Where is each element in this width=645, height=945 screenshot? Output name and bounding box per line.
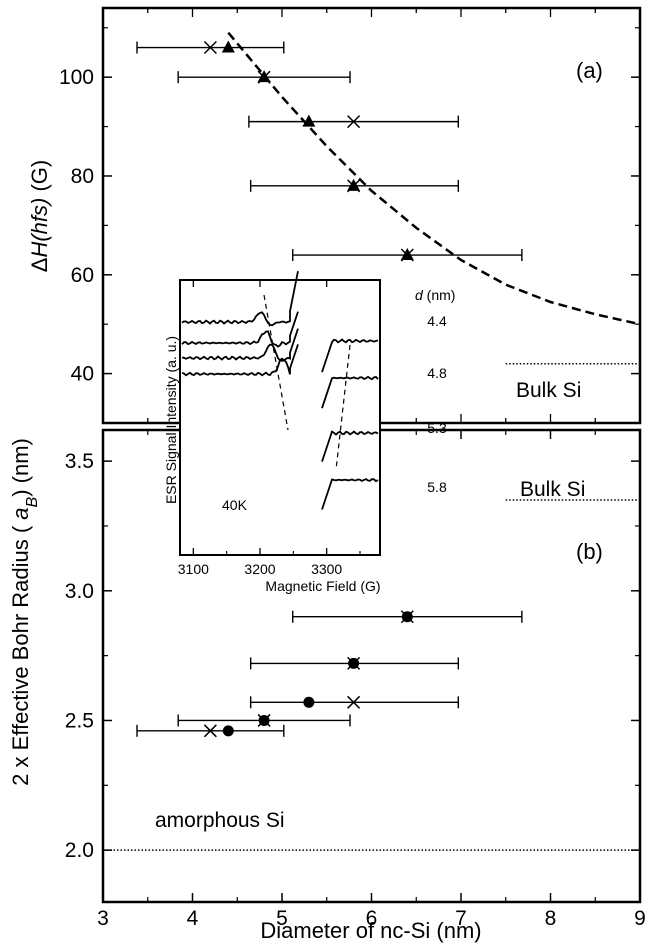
axes: 3 4 5 6 7 8 9 40 60 80 100 2.0 2.5 3.0 3.5 bbox=[59, 8, 645, 930]
bulk-si-label-b: Bulk Si bbox=[520, 478, 585, 501]
b-y-tick-label: 3.0 bbox=[65, 580, 94, 603]
inset-guide-left bbox=[263, 294, 289, 431]
b-cross-point bbox=[203, 724, 217, 738]
a-cross-point bbox=[257, 70, 271, 84]
a-cross-point bbox=[203, 40, 217, 55]
x-tick-label: 3 bbox=[97, 907, 109, 930]
inset-x-tick-label: 3300 bbox=[311, 561, 342, 577]
inset: 3100 3200 3300 4.4 4.8 5.3 5.8 d (nm) 40K Magn… bbox=[163, 271, 455, 594]
inset-x-tick-label: 3100 bbox=[178, 561, 209, 577]
x-tick-label: 9 bbox=[634, 907, 645, 930]
x-tick-label: 8 bbox=[545, 907, 557, 930]
inset-spectrum-right bbox=[321, 338, 379, 373]
x-tick-label: 5 bbox=[276, 907, 288, 930]
data-points bbox=[136, 40, 523, 738]
inset-guide-right bbox=[335, 344, 351, 471]
inset-spectrum-label: 4.4 bbox=[427, 313, 447, 329]
inset-temperature: 40K bbox=[222, 497, 248, 513]
a-y-tick-label: 60 bbox=[71, 264, 94, 287]
ylabel-b: 2 x Effective Bohr Radius ( aB) (nm) bbox=[8, 438, 41, 786]
a-y-tick-label: 40 bbox=[71, 363, 94, 386]
b-cross-point bbox=[257, 713, 271, 727]
a-triangle-point bbox=[221, 40, 235, 53]
inset-legend-title: d (nm) bbox=[415, 287, 455, 303]
inset-spectrum-right bbox=[321, 478, 379, 510]
a-triangle-point bbox=[302, 114, 316, 127]
a-cross-point bbox=[347, 179, 361, 193]
ylabel-a: ΔH(hfs) (G) bbox=[27, 160, 52, 272]
inset-spectrum-right bbox=[321, 375, 379, 409]
panel-a-label: (a) bbox=[576, 58, 603, 83]
x-tick-label: 4 bbox=[187, 907, 199, 930]
inset-spectra: 3100 3200 3300 4.4 4.8 5.3 5.8 bbox=[178, 271, 447, 577]
inset-x-tick-label: 3200 bbox=[244, 561, 275, 577]
inset-spectrum-label: 5.8 bbox=[427, 479, 447, 495]
inset-spectrum-label: 5.3 bbox=[427, 420, 447, 436]
b-cross-point bbox=[347, 695, 361, 709]
xlabel: Diameter of nc-Si (nm) bbox=[260, 918, 481, 943]
a-y-tick-label: 80 bbox=[71, 165, 94, 188]
a-y-tick-label: 100 bbox=[59, 66, 94, 89]
inset-spectrum-label: 4.8 bbox=[427, 365, 447, 381]
b-circle-point bbox=[303, 696, 315, 708]
inset-spectrum-left bbox=[181, 344, 299, 377]
b-y-tick-label: 2.0 bbox=[65, 839, 94, 862]
bulk-si-label-a: Bulk Si bbox=[516, 379, 581, 402]
a-cross-point bbox=[400, 248, 414, 262]
inset-spectrum-left bbox=[181, 271, 299, 327]
panel-b-label: (b) bbox=[576, 539, 603, 564]
b-y-tick-label: 3.5 bbox=[65, 450, 94, 473]
x-tick-label: 6 bbox=[366, 907, 378, 930]
inset-xlabel: Magnetic Field (G) bbox=[265, 578, 380, 594]
inset-frame bbox=[179, 279, 381, 556]
inset-spectrum-right bbox=[321, 430, 379, 462]
inset-spectrum-left bbox=[181, 311, 299, 348]
reference-lines bbox=[103, 362, 640, 851]
amorphous-si-label: amorphous Si bbox=[155, 809, 285, 832]
b-circle-point bbox=[222, 725, 234, 737]
b-cross-point bbox=[400, 610, 414, 624]
inset-ylabel: ESR Signal Intensity (a. u.) bbox=[163, 336, 179, 504]
x-tick-label: 7 bbox=[455, 907, 467, 930]
a-cross-point bbox=[347, 115, 361, 129]
b-cross-point bbox=[347, 656, 361, 670]
b-y-tick-label: 2.5 bbox=[65, 709, 94, 732]
